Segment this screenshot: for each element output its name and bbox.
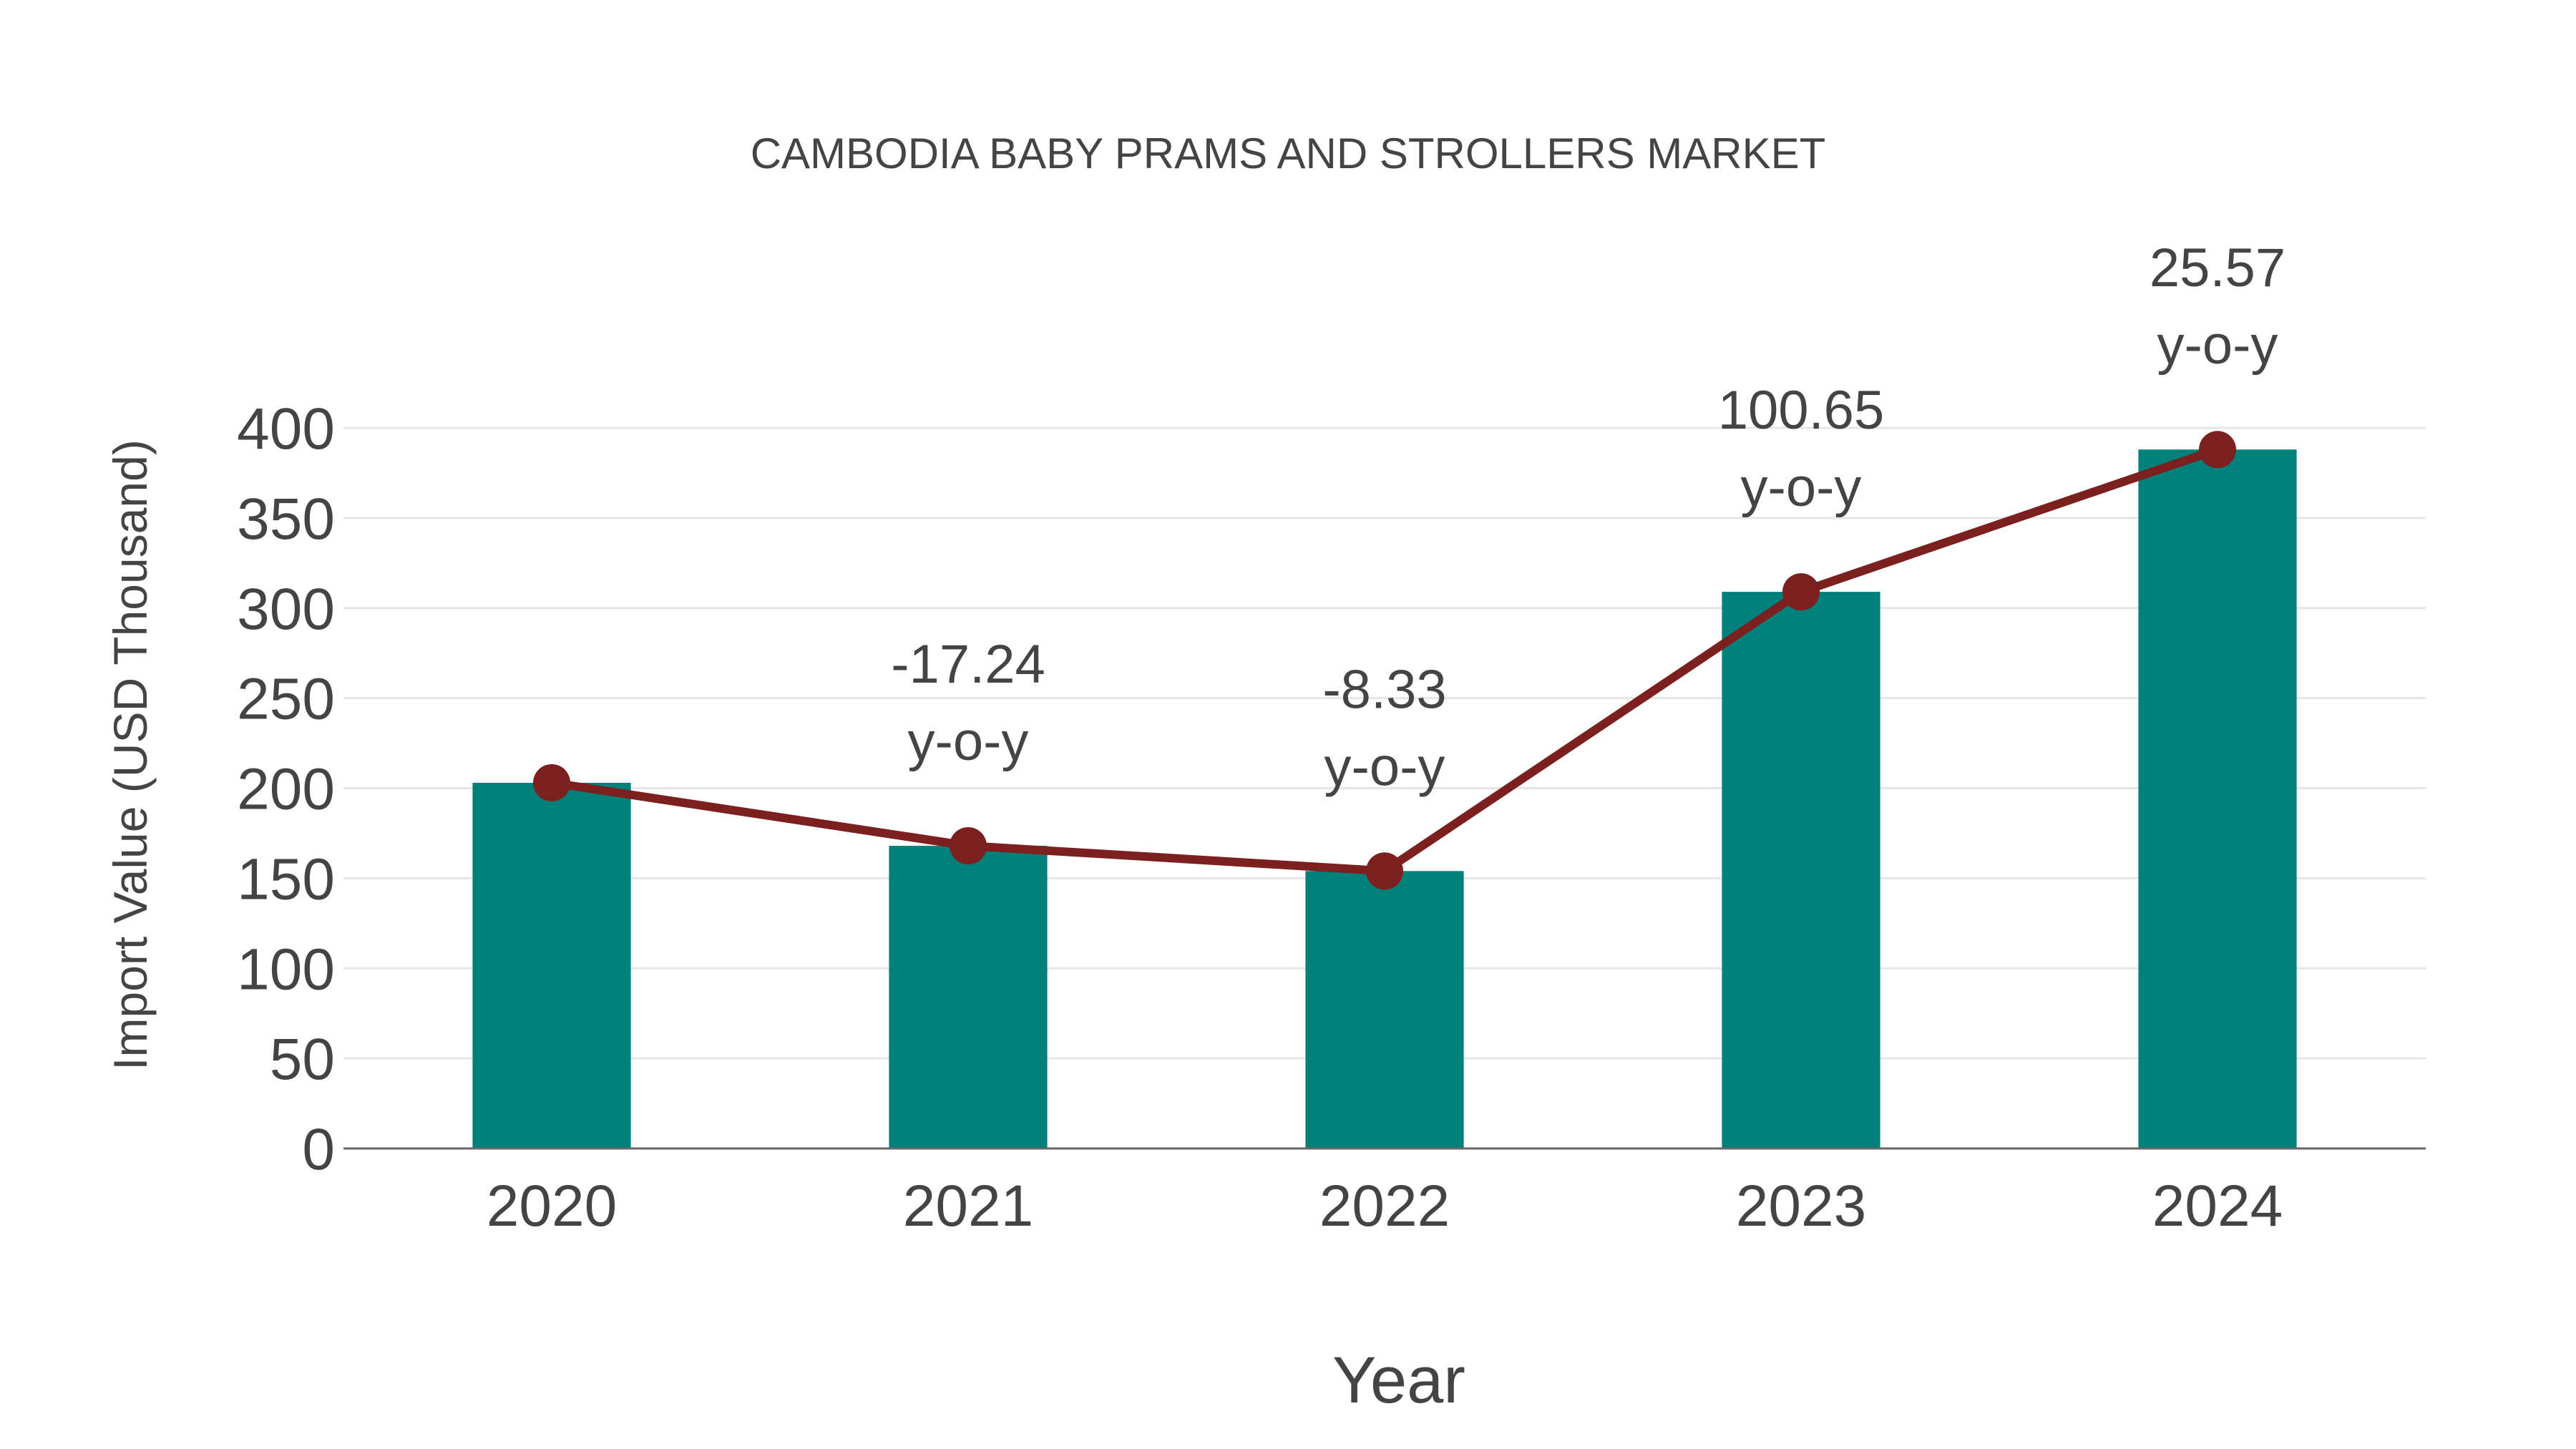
y-tick-label: 150 xyxy=(237,847,335,912)
bar-2022 xyxy=(1305,871,1464,1148)
x-tick-label: 2023 xyxy=(1736,1174,1866,1239)
yoy-label: y-o-y xyxy=(1741,457,1862,518)
yoy-label: y-o-y xyxy=(2157,315,2278,376)
y-tick-label: 100 xyxy=(237,937,335,1002)
x-axis-title: Year xyxy=(1332,1344,1465,1417)
x-axis-ticks: 2020 2021 2022 2023 2024 xyxy=(487,1174,2283,1239)
x-tick-label: 2021 xyxy=(903,1174,1033,1239)
yoy-label: y-o-y xyxy=(1324,736,1445,797)
trend-marker-2022 xyxy=(1366,852,1403,890)
trend-marker-2024 xyxy=(2199,431,2236,469)
chart-title: CAMBODIA BABY PRAMS AND STROLLERS MARKET xyxy=(751,130,1826,177)
y-tick-label: 300 xyxy=(237,577,335,642)
trend-marker-2023 xyxy=(1782,573,1820,611)
yoy-value: 25.57 xyxy=(2150,238,2285,298)
bar-2020 xyxy=(472,782,631,1148)
y-tick-label: 0 xyxy=(302,1117,335,1182)
y-tick-label: 350 xyxy=(237,487,335,552)
y-tick-label: 250 xyxy=(237,667,335,732)
bar-2023 xyxy=(1722,592,1880,1148)
x-tick-label: 2024 xyxy=(2152,1174,2283,1239)
y-tick-label: 50 xyxy=(270,1027,335,1092)
trend-marker-2020 xyxy=(533,763,570,801)
y-tick-label: 400 xyxy=(237,396,335,462)
x-tick-label: 2022 xyxy=(1319,1174,1450,1239)
bar-2021 xyxy=(889,846,1048,1148)
trend-line xyxy=(533,431,2236,890)
yoy-label: y-o-y xyxy=(908,711,1029,772)
yoy-value: -17.24 xyxy=(891,634,1045,695)
bar-2024 xyxy=(2138,449,2297,1148)
y-axis-ticks: 0 50 100 150 200 250 300 350 400 xyxy=(237,396,335,1182)
y-axis-title: Import Value (USD Thousand) xyxy=(104,439,157,1070)
x-tick-label: 2020 xyxy=(487,1174,617,1239)
bars xyxy=(472,449,2297,1148)
trend-marker-2021 xyxy=(950,827,987,865)
yoy-annotations: -17.24 y-o-y -8.33 y-o-y 100.65 y-o-y 25.57 y-o… xyxy=(891,238,2285,797)
y-tick-label: 200 xyxy=(237,757,335,822)
yoy-value: 100.65 xyxy=(1718,380,1884,441)
yoy-value: -8.33 xyxy=(1322,659,1446,720)
